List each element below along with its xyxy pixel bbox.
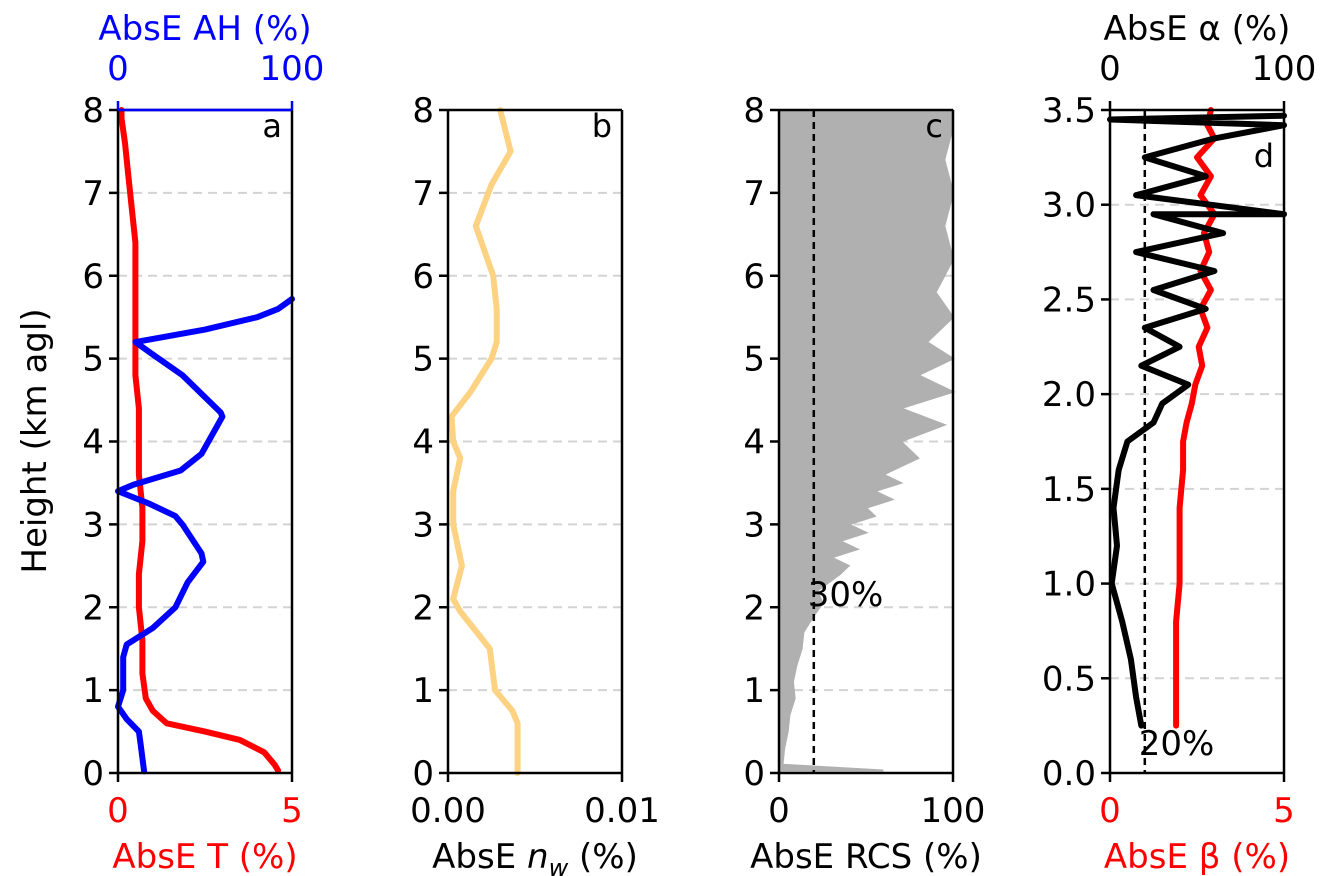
threshold-label-c: 30% [808, 575, 884, 615]
y-tick-label-a: 6 [82, 257, 104, 297]
y-tick-label-d: 1.0 [1042, 565, 1096, 605]
x-tick-label-bottom-b: 0.01 [584, 791, 660, 831]
x-axis-title-bottom-d: AbsE β (%) [1104, 837, 1290, 876]
y-tick-label-a: 4 [82, 423, 104, 463]
x-tick-label-top-a: 100 [260, 49, 325, 89]
x-tick-label-bottom-c: 0 [768, 791, 790, 831]
y-tick-label-c: 6 [743, 257, 765, 297]
x-tick-label-bottom-c: 100 [921, 791, 986, 831]
x-tick-label-bottom-a: 0 [107, 791, 129, 831]
x-axis-title-bottom-b: AbsE nw (%) [432, 837, 638, 876]
y-tick-label-a: 8 [82, 91, 104, 131]
x-tick-label-bottom-b: 0.00 [410, 791, 486, 831]
y-tick-label-b: 8 [412, 91, 434, 131]
x-tick-label-bottom-d: 0 [1099, 791, 1121, 831]
y-tick-label-b: 4 [412, 423, 434, 463]
y-tick-label-c: 1 [743, 671, 765, 711]
series-line-d-1 [1107, 112, 1287, 729]
y-tick-label-d: 2.0 [1042, 375, 1096, 415]
x-tick-label-bottom-d: 5 [1273, 791, 1295, 831]
y-tick-label-a: 1 [82, 671, 104, 711]
y-tick-label-b: 0 [412, 754, 434, 794]
panel-letter-c: c [925, 107, 943, 145]
y-tick-label-a: 5 [82, 340, 104, 380]
x-tick-label-top-d: 0 [1099, 49, 1121, 89]
panel-letter-a: a [262, 107, 282, 145]
y-tick-label-d: 0.5 [1042, 659, 1096, 699]
x-axis-title-bottom-a: AbsE T (%) [112, 837, 297, 876]
y-tick-label-d: 2.5 [1042, 280, 1096, 320]
y-tick-label-b: 5 [412, 340, 434, 380]
y-tick-label-b: 1 [412, 671, 434, 711]
y-tick-label-b: 6 [412, 257, 434, 297]
y-tick-label-d: 3.0 [1042, 186, 1096, 226]
y-tick-label-c: 4 [743, 423, 765, 463]
series-line-b-0 [448, 107, 521, 776]
y-tick-label-b: 7 [412, 174, 434, 214]
rcs-area-series [778, 109, 956, 772]
y-tick-label-c: 5 [743, 340, 765, 380]
panel-letter-b: b [592, 107, 612, 145]
y-tick-label-b: 3 [412, 505, 434, 545]
y-tick-label-a: 2 [82, 588, 104, 628]
series-line-a-0 [118, 107, 282, 774]
y-tick-label-c: 3 [743, 505, 765, 545]
y-tick-label-d: 0.0 [1042, 754, 1096, 794]
y-tick-label-c: 7 [743, 174, 765, 214]
y-tick-label-c: 2 [743, 588, 765, 628]
series-line-a-1 [115, 296, 295, 775]
x-axis-title-bottom-c: AbsE RCS (%) [750, 837, 982, 876]
y-tick-label-b: 2 [412, 588, 434, 628]
y-tick-label-d: 1.5 [1042, 470, 1096, 510]
threshold-label-d: 20% [1139, 724, 1215, 764]
series-line-d-0 [1173, 107, 1218, 729]
y-tick-label-a: 7 [82, 174, 104, 214]
x-tick-label-bottom-a: 5 [281, 791, 303, 831]
panel-letter-d: d [1254, 137, 1274, 175]
x-axis-title-top-d: AbsE α (%) [1104, 9, 1291, 49]
y-tick-label-a: 0 [82, 754, 104, 794]
x-axis-title-top-a: AbsE AH (%) [98, 9, 311, 49]
y-tick-label-c: 8 [743, 91, 765, 131]
x-tick-label-top-a: 0 [107, 49, 129, 89]
y-tick-label-c: 0 [743, 754, 765, 794]
x-tick-label-top-d: 100 [1252, 49, 1317, 89]
y-tick-label-a: 3 [82, 505, 104, 545]
y-axis-title: Height (km agl) [15, 308, 55, 573]
y-tick-label-d: 3.5 [1042, 91, 1096, 131]
